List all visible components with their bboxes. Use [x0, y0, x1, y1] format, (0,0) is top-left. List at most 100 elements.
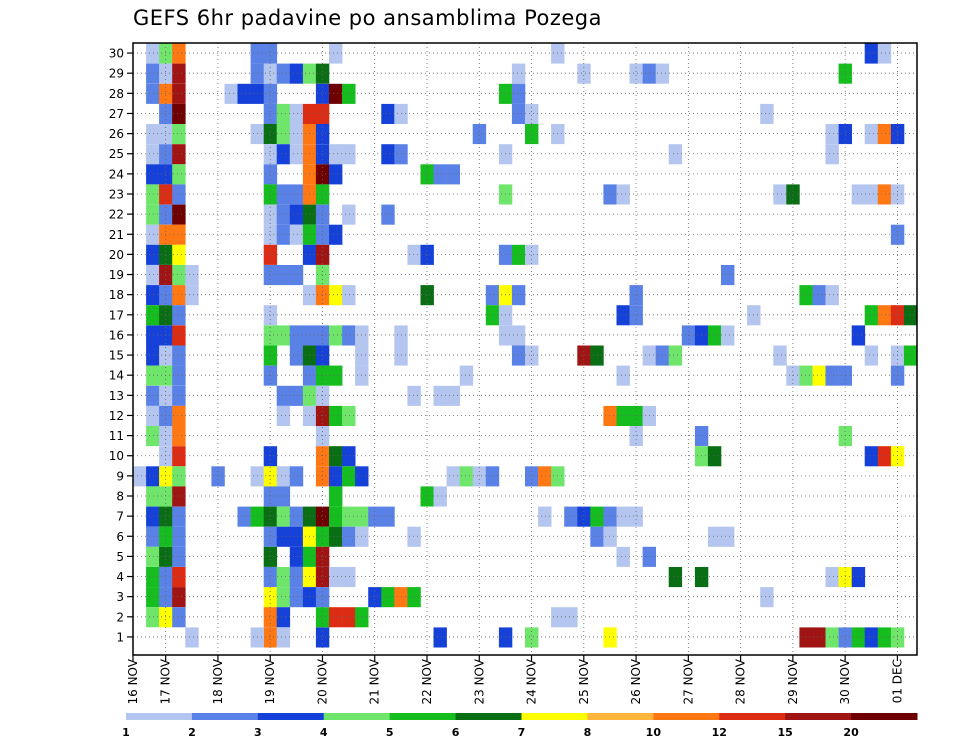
y-tick-label: 24 [109, 167, 124, 181]
heatmap-cell [302, 526, 317, 547]
heatmap-cell [146, 426, 160, 447]
heatmap-cell [315, 607, 330, 628]
heatmap-cell [315, 426, 330, 447]
heatmap-cell [655, 345, 670, 366]
heatmap-cell [668, 345, 683, 366]
heatmap-cell [315, 567, 330, 588]
heatmap-cell [433, 627, 447, 648]
heatmap-cell [721, 325, 735, 346]
heatmap-cell [825, 124, 839, 145]
plot-frame [132, 42, 918, 656]
heatmap-cell [342, 607, 356, 628]
y-tick-label: 30 [109, 47, 124, 61]
heatmap-cell [498, 244, 513, 265]
heatmap-cell [172, 607, 186, 628]
heatmap-cell [773, 184, 787, 205]
y-tick-label: 12 [109, 409, 124, 423]
heatmap-cell [511, 63, 526, 84]
x-tick-label: 23 NOV [472, 658, 486, 704]
heatmap-cell [825, 144, 839, 165]
heatmap-cell [707, 526, 722, 547]
heatmap-cell [250, 627, 264, 648]
heatmap-cell [603, 405, 617, 426]
heatmap-cell [159, 587, 173, 608]
color-bar-swatch [455, 713, 522, 720]
heatmap-cell [172, 103, 186, 124]
heatmap-cell [812, 285, 826, 306]
heatmap-cell [263, 103, 278, 124]
heatmap-cell [159, 607, 173, 628]
heatmap-cell [799, 285, 813, 306]
heatmap-cell [146, 124, 160, 145]
heatmap-cell [603, 627, 617, 648]
heatmap-cell [289, 506, 304, 527]
y-tick-label: 1 [116, 630, 124, 644]
heatmap-cell [250, 83, 264, 104]
heatmap-cell [315, 506, 330, 527]
heatmap-cell [172, 486, 186, 507]
color-bar-swatch [785, 713, 852, 720]
heatmap-cell [329, 285, 343, 306]
heatmap-cell [864, 627, 879, 648]
color-bar-label: 2 [188, 726, 196, 739]
heatmap-cell [642, 63, 656, 84]
heatmap-cell [146, 405, 160, 426]
heatmap-cell [263, 486, 278, 507]
y-tick-label: 9 [116, 469, 124, 483]
heatmap-cell [172, 265, 186, 286]
x-tick-label: 27 NOV [681, 658, 695, 704]
heatmap-cell [146, 184, 160, 205]
x-tick-label: 17 NOV [159, 658, 173, 704]
y-tick-label: 19 [109, 268, 124, 282]
heatmap-cell [315, 184, 330, 205]
heatmap-cell [342, 325, 356, 346]
heatmap-cell [289, 204, 304, 225]
heatmap-cell [511, 83, 526, 104]
heatmap-cell [315, 627, 330, 648]
heatmap-cell [146, 43, 160, 64]
heatmap-cell [263, 466, 278, 487]
heatmap-cell [851, 184, 866, 205]
heatmap-cell [590, 506, 604, 527]
heatmap-cell [276, 224, 291, 245]
heatmap-cell [302, 244, 317, 265]
heatmap-cell [890, 446, 905, 467]
heatmap-cell [342, 144, 356, 165]
color-bar-label: 8 [584, 726, 592, 739]
heatmap-cell [159, 103, 173, 124]
heatmap-cell [302, 164, 317, 185]
heatmap-cell [302, 204, 317, 225]
y-tick-label: 7 [116, 510, 124, 524]
heatmap-cell [172, 83, 186, 104]
heatmap-cell [159, 144, 173, 165]
heatmap-cell [276, 325, 291, 346]
heatmap-cell [289, 325, 304, 346]
heatmap-cell [146, 244, 160, 265]
y-tick-label: 27 [109, 107, 124, 121]
heatmap-cell [511, 345, 526, 366]
heatmap-cell [302, 103, 317, 124]
heatmap-cell [159, 204, 173, 225]
heatmap-cell [172, 164, 186, 185]
heatmap-cell [485, 285, 500, 306]
heatmap-cell [263, 627, 278, 648]
heatmap-cell [329, 506, 343, 527]
x-tick-label: 30 NOV [838, 658, 852, 704]
heatmap-cell [407, 385, 421, 406]
color-bar-swatch [521, 713, 588, 720]
heatmap-cell [642, 405, 656, 426]
heatmap-cell [394, 103, 408, 124]
heatmap-cell [342, 204, 356, 225]
heatmap-cell [381, 103, 395, 124]
heatmap-cell [315, 63, 330, 84]
heatmap-cell [564, 607, 578, 628]
x-tick-label: 22 NOV [420, 658, 434, 704]
heatmap-cell [498, 305, 513, 326]
heatmap-cell [289, 526, 304, 547]
heatmap-cell [838, 567, 852, 588]
heatmap-cell [146, 365, 160, 386]
heatmap-cell [629, 426, 643, 447]
heatmap-cell [511, 103, 526, 124]
heatmap-cell [276, 103, 291, 124]
heatmap-cell [877, 305, 892, 326]
